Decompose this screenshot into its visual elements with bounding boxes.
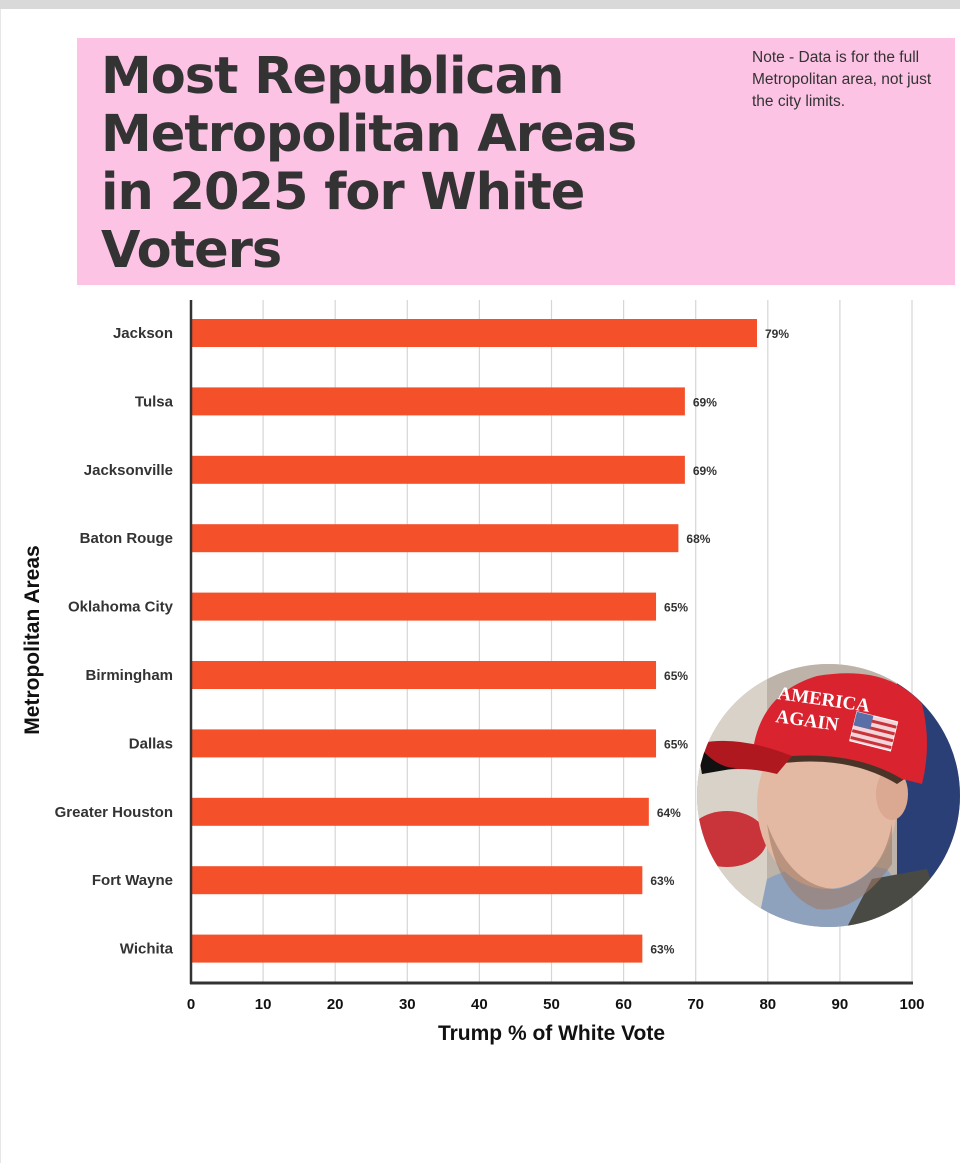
x-tick-label: 100 <box>899 996 924 1013</box>
x-tick-label: 70 <box>687 996 704 1013</box>
x-tick-labels: 0 10 20 30 40 50 60 70 80 90 100 <box>187 996 925 1013</box>
category-label: Jackson <box>113 325 173 342</box>
x-axis-title: Trump % of White Vote <box>438 1022 665 1045</box>
value-label: 65% <box>664 737 688 751</box>
chart-title: Most Republican Metropolitan Areas in 20… <box>101 48 721 280</box>
y-axis-title: Metropolitan Areas <box>21 545 44 734</box>
category-label: Birmingham <box>85 667 173 684</box>
top-status-strip <box>0 0 960 9</box>
bars <box>191 319 757 963</box>
bar <box>191 661 657 689</box>
x-tick-label: 90 <box>832 996 849 1013</box>
bar <box>191 455 685 484</box>
category-label: Oklahoma City <box>68 599 174 616</box>
page-left-border <box>0 9 1 1163</box>
portrait-photo: AMERICA AGAIN <box>697 664 960 927</box>
title-line: in 2025 for White <box>101 163 585 222</box>
title-line: Voters <box>101 221 282 280</box>
value-label: 69% <box>693 395 717 409</box>
category-label: Greater Houston <box>55 804 173 821</box>
x-tick-label: 50 <box>543 996 560 1013</box>
portrait-photo-icon: AMERICA AGAIN <box>697 664 960 927</box>
bar <box>191 729 657 758</box>
bar <box>191 387 685 416</box>
value-label: 63% <box>650 943 674 957</box>
x-tick-label: 80 <box>759 996 776 1013</box>
value-label: 79% <box>765 327 789 341</box>
value-labels: 79% 69% 69% 68% 65% 65% 65% 64% 63% 63% <box>650 327 789 957</box>
x-tick-label: 20 <box>327 996 344 1013</box>
value-label: 63% <box>650 874 674 888</box>
category-labels: Jackson Tulsa Jacksonville Baton Rouge Oklah… <box>55 325 174 958</box>
category-label: Tulsa <box>135 393 174 410</box>
x-tick-label: 60 <box>615 996 632 1013</box>
data-note: Note - Data is for the full Metropolitan… <box>752 49 932 110</box>
x-tick-label: 40 <box>471 996 488 1013</box>
title-banner: Most Republican Metropolitan Areas in 20… <box>77 38 955 285</box>
x-tick-label: 0 <box>187 996 195 1013</box>
flag-patch-icon <box>849 711 899 752</box>
bar <box>191 524 679 553</box>
bar <box>191 592 657 621</box>
bar <box>191 797 649 826</box>
bar <box>191 934 643 963</box>
value-label: 64% <box>657 806 681 820</box>
value-label: 65% <box>664 669 688 683</box>
value-label: 65% <box>664 601 688 615</box>
value-label: 68% <box>686 532 710 546</box>
category-label: Fort Wayne <box>92 872 173 889</box>
value-label: 69% <box>693 464 717 478</box>
x-tick-label: 10 <box>255 996 272 1013</box>
category-label: Dallas <box>129 735 173 752</box>
category-label: Jacksonville <box>84 462 173 479</box>
title-line: Most Republican <box>101 47 564 106</box>
category-label: Baton Rouge <box>80 530 173 547</box>
category-label: Wichita <box>120 941 174 958</box>
x-tick-label: 30 <box>399 996 416 1013</box>
bar <box>191 866 643 895</box>
bar <box>191 319 757 347</box>
title-line: Metropolitan Areas <box>101 105 637 164</box>
